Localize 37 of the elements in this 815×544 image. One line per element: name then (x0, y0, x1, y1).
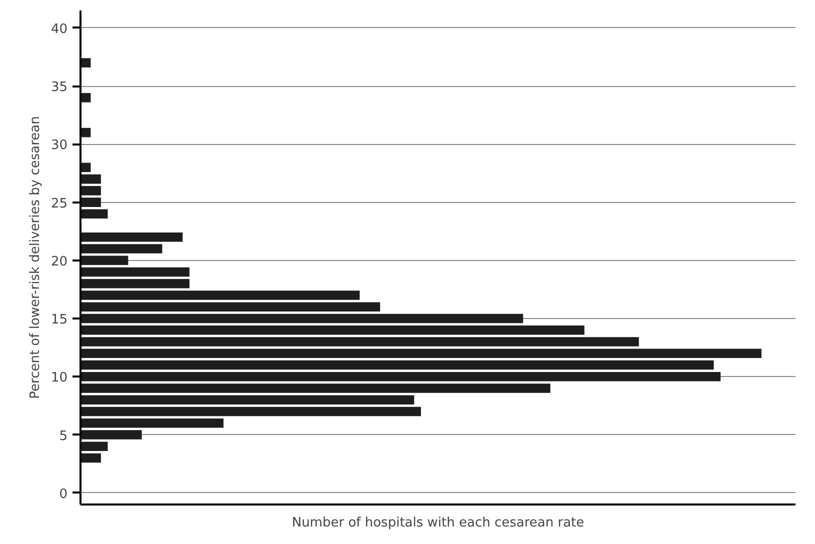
bar (80, 198, 101, 207)
bar (80, 186, 101, 196)
y-tick-label: 20 (50, 254, 68, 270)
bar (80, 314, 524, 324)
bar (80, 453, 101, 463)
x-axis-title: Number of hospitals with each cesarean rate (292, 516, 584, 530)
y-tick-label: 25 (50, 196, 68, 212)
y-tick-label: 5 (59, 428, 68, 444)
y-tick-label: 35 (50, 80, 68, 96)
bar (80, 372, 721, 382)
bar (80, 326, 584, 335)
bar (80, 430, 142, 440)
bar (80, 279, 190, 288)
y-tick-label: 0 (59, 486, 68, 502)
bar (80, 302, 380, 312)
bar (80, 232, 183, 242)
bar (80, 93, 91, 102)
bar (80, 58, 91, 68)
bar (80, 209, 108, 219)
bar (80, 256, 128, 266)
bar (80, 360, 714, 370)
bar (80, 337, 639, 346)
bar (80, 267, 190, 277)
y-tick-label: 10 (50, 370, 68, 386)
y-tick-label: 40 (50, 22, 68, 37)
bar (80, 395, 414, 405)
bar (80, 244, 162, 254)
bar (80, 384, 550, 393)
bar (80, 348, 762, 358)
bar (80, 418, 224, 428)
bar (80, 406, 421, 416)
bar (80, 290, 360, 300)
y-tick-label: 30 (50, 138, 68, 154)
y-tick-label: 15 (50, 312, 68, 328)
bar (80, 442, 108, 452)
y-axis-title: Percent of lower-risk deliveries by cesarean (28, 116, 43, 399)
bar (80, 174, 101, 184)
